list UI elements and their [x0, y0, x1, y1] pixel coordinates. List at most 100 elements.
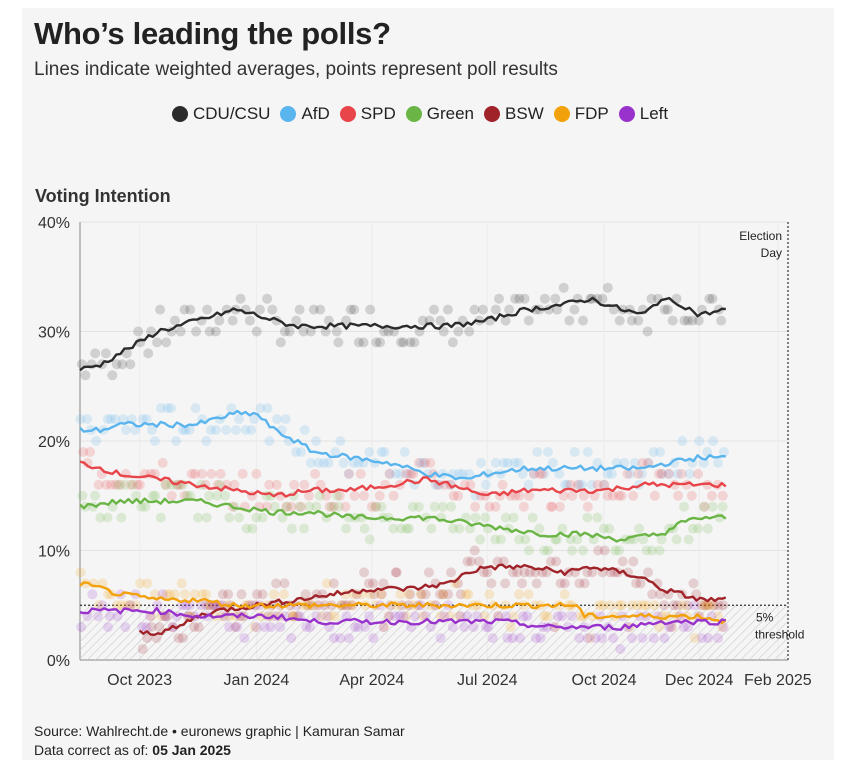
poll-point: [262, 403, 273, 414]
poll-point: [235, 293, 246, 304]
poll-point: [634, 523, 645, 534]
poll-point: [155, 304, 166, 315]
poll-point: [237, 468, 248, 479]
poll-point: [120, 479, 131, 490]
poll-point: [173, 633, 184, 644]
poll-point: [107, 370, 118, 381]
poll-point: [137, 414, 148, 425]
poll-point: [625, 468, 636, 479]
legend-item: AfD: [280, 104, 330, 124]
poll-point: [509, 457, 520, 468]
poll-point: [702, 523, 713, 534]
x-tick-label: Jan 2024: [223, 672, 289, 689]
poll-point: [662, 304, 673, 315]
legend-swatch: [172, 106, 188, 122]
poll-point: [534, 523, 545, 534]
poll-point: [236, 589, 247, 600]
poll-point: [693, 468, 703, 479]
poll-point: [490, 501, 501, 512]
poll-point: [628, 490, 639, 501]
poll-point: [286, 633, 297, 644]
poll-point: [223, 589, 234, 600]
poll-point: [408, 468, 419, 479]
poll-point: [602, 282, 613, 293]
poll-point: [475, 534, 486, 545]
poll-point: [179, 304, 190, 315]
poll-point: [177, 633, 188, 644]
poll-point: [255, 403, 266, 414]
poll-point: [717, 490, 728, 501]
poll-point: [328, 501, 339, 512]
series-line: [79, 296, 726, 372]
poll-point: [702, 600, 713, 611]
poll-point: [349, 490, 360, 501]
poll-point: [529, 468, 540, 479]
poll-point: [344, 468, 355, 479]
poll-point: [133, 326, 144, 337]
poll-point: [190, 403, 201, 414]
poll-point: [684, 468, 695, 479]
poll-point: [461, 589, 471, 600]
poll-point: [659, 600, 670, 611]
poll-point: [271, 578, 282, 589]
poll-point: [610, 545, 621, 556]
poll-point: [201, 589, 212, 600]
poll-point: [438, 326, 449, 337]
poll-point: [376, 589, 386, 600]
poll-point: [647, 545, 657, 556]
legend-swatch: [405, 106, 422, 122]
poll-point: [709, 600, 720, 611]
poll-point: [638, 534, 649, 545]
election-day-label: Election: [739, 229, 782, 243]
poll-point: [405, 337, 416, 348]
poll-point: [578, 545, 588, 556]
poll-point: [311, 501, 322, 512]
poll-point: [689, 633, 700, 644]
poll-point: [673, 490, 684, 501]
poll-point: [247, 523, 258, 534]
legend-item: Green: [405, 104, 474, 124]
poll-point: [415, 457, 426, 468]
poll-point: [271, 479, 282, 490]
poll-point: [614, 315, 625, 326]
poll-point: [152, 600, 163, 611]
poll-point: [137, 622, 148, 633]
poll-point: [374, 490, 385, 501]
poll-point: [454, 611, 465, 622]
poll-point: [311, 436, 322, 446]
legend-swatch: [553, 106, 570, 122]
legend-swatch: [618, 106, 635, 122]
poll-point: [508, 567, 519, 578]
poll-point: [582, 512, 593, 523]
poll-point: [155, 403, 166, 414]
poll-point: [395, 468, 406, 479]
poll-point: [176, 578, 187, 589]
poll-point: [676, 468, 687, 479]
poll-point: [364, 534, 375, 545]
poll-point: [484, 501, 495, 512]
legend-item: FDP: [553, 104, 609, 124]
poll-point: [559, 589, 570, 600]
poll-point: [435, 611, 446, 622]
poll-point: [75, 567, 86, 578]
poll-point: [562, 479, 573, 490]
date-label: Data correct as of:: [34, 742, 153, 758]
poll-point: [683, 315, 694, 326]
poll-point: [464, 326, 475, 337]
poll-point: [550, 293, 561, 304]
poll-point: [542, 611, 553, 622]
series-line: [138, 563, 727, 636]
poll-point: [282, 501, 293, 512]
poll-point: [694, 436, 705, 446]
poll-point: [343, 633, 354, 644]
poll-point: [707, 293, 718, 304]
poll-point: [557, 523, 568, 534]
poll-point: [448, 523, 459, 534]
poll-point: [539, 468, 550, 479]
poll-point: [105, 414, 116, 425]
poll-point: [663, 468, 674, 479]
x-tick-label: Oct 2023: [107, 672, 172, 689]
poll-point: [232, 622, 243, 633]
poll-point: [391, 468, 401, 479]
poll-point: [205, 425, 216, 435]
